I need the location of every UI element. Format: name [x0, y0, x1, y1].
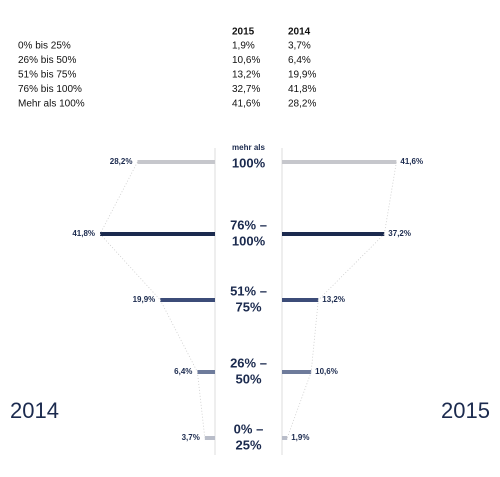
table-cell: 10,6% — [232, 55, 260, 66]
table-cell: 76% bis 100% — [18, 84, 82, 95]
table-cell: Mehr als 100% — [18, 99, 85, 110]
category-label: 25% — [235, 437, 261, 452]
table-cell: 19,9% — [288, 70, 316, 81]
legend-label: 2014 — [10, 398, 59, 423]
connector — [286, 371, 312, 439]
table-cell: 28,2% — [288, 99, 316, 110]
connector — [318, 233, 385, 301]
table-cell: 41,6% — [232, 99, 260, 110]
table-header: 2015 — [232, 27, 255, 38]
table-cell: 1,9% — [232, 41, 255, 52]
table-cell: 3,7% — [288, 41, 311, 52]
category-label: 100% — [232, 155, 266, 170]
connector — [310, 299, 319, 373]
connector — [159, 299, 198, 373]
value-label: 1,9% — [291, 433, 309, 442]
value-label: 37,2% — [388, 229, 411, 238]
table-cell: 0% bis 25% — [18, 41, 71, 52]
connector — [197, 371, 206, 439]
legend-label: 2015 — [441, 398, 490, 423]
value-label: 10,6% — [315, 367, 338, 376]
category-label: 0% – — [234, 421, 264, 436]
value-label: 28,2% — [110, 157, 133, 166]
table-cell: 6,4% — [288, 55, 311, 66]
category-label: 50% — [235, 371, 261, 386]
category-label: 100% — [232, 233, 266, 248]
category-label: 76% – — [230, 217, 267, 232]
table-header: 2014 — [288, 27, 311, 38]
connector — [99, 161, 138, 235]
table-cell: 13,2% — [232, 70, 260, 81]
table-cell: 32,7% — [232, 84, 260, 95]
table-cell: 51% bis 75% — [18, 70, 76, 81]
table-cell: 41,8% — [288, 84, 316, 95]
category-label: mehr als — [232, 143, 265, 152]
category-label: 75% — [235, 299, 261, 314]
value-label: 41,6% — [400, 157, 423, 166]
category-label: 51% – — [230, 283, 267, 298]
value-label: 13,2% — [322, 295, 345, 304]
connector — [383, 161, 397, 235]
category-label: 26% – — [230, 355, 267, 370]
value-label: 19,9% — [133, 295, 156, 304]
value-label: 6,4% — [174, 367, 192, 376]
value-label: 3,7% — [182, 433, 200, 442]
value-label: 41,8% — [72, 229, 95, 238]
connector — [99, 233, 161, 301]
table-cell: 26% bis 50% — [18, 55, 76, 66]
